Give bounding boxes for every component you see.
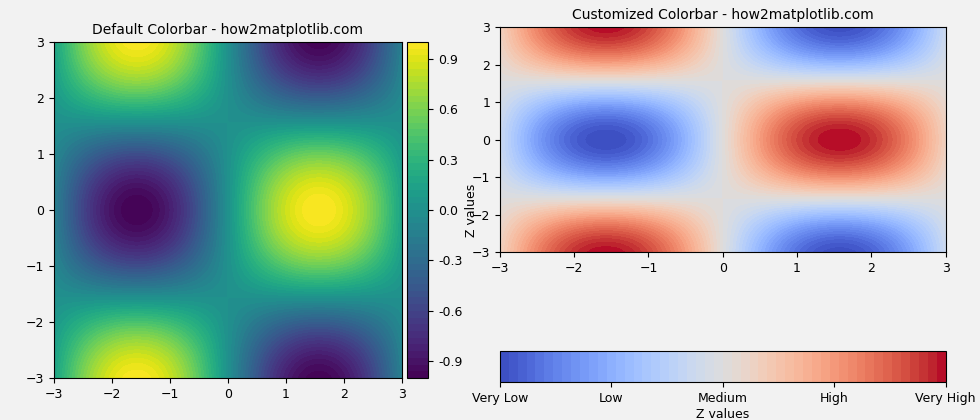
Title: Customized Colorbar - how2matplotlib.com: Customized Colorbar - how2matplotlib.com <box>572 8 873 22</box>
Y-axis label: Z values: Z values <box>466 184 478 236</box>
Title: Default Colorbar - how2matplotlib.com: Default Colorbar - how2matplotlib.com <box>92 23 364 37</box>
X-axis label: Z values: Z values <box>696 408 750 420</box>
